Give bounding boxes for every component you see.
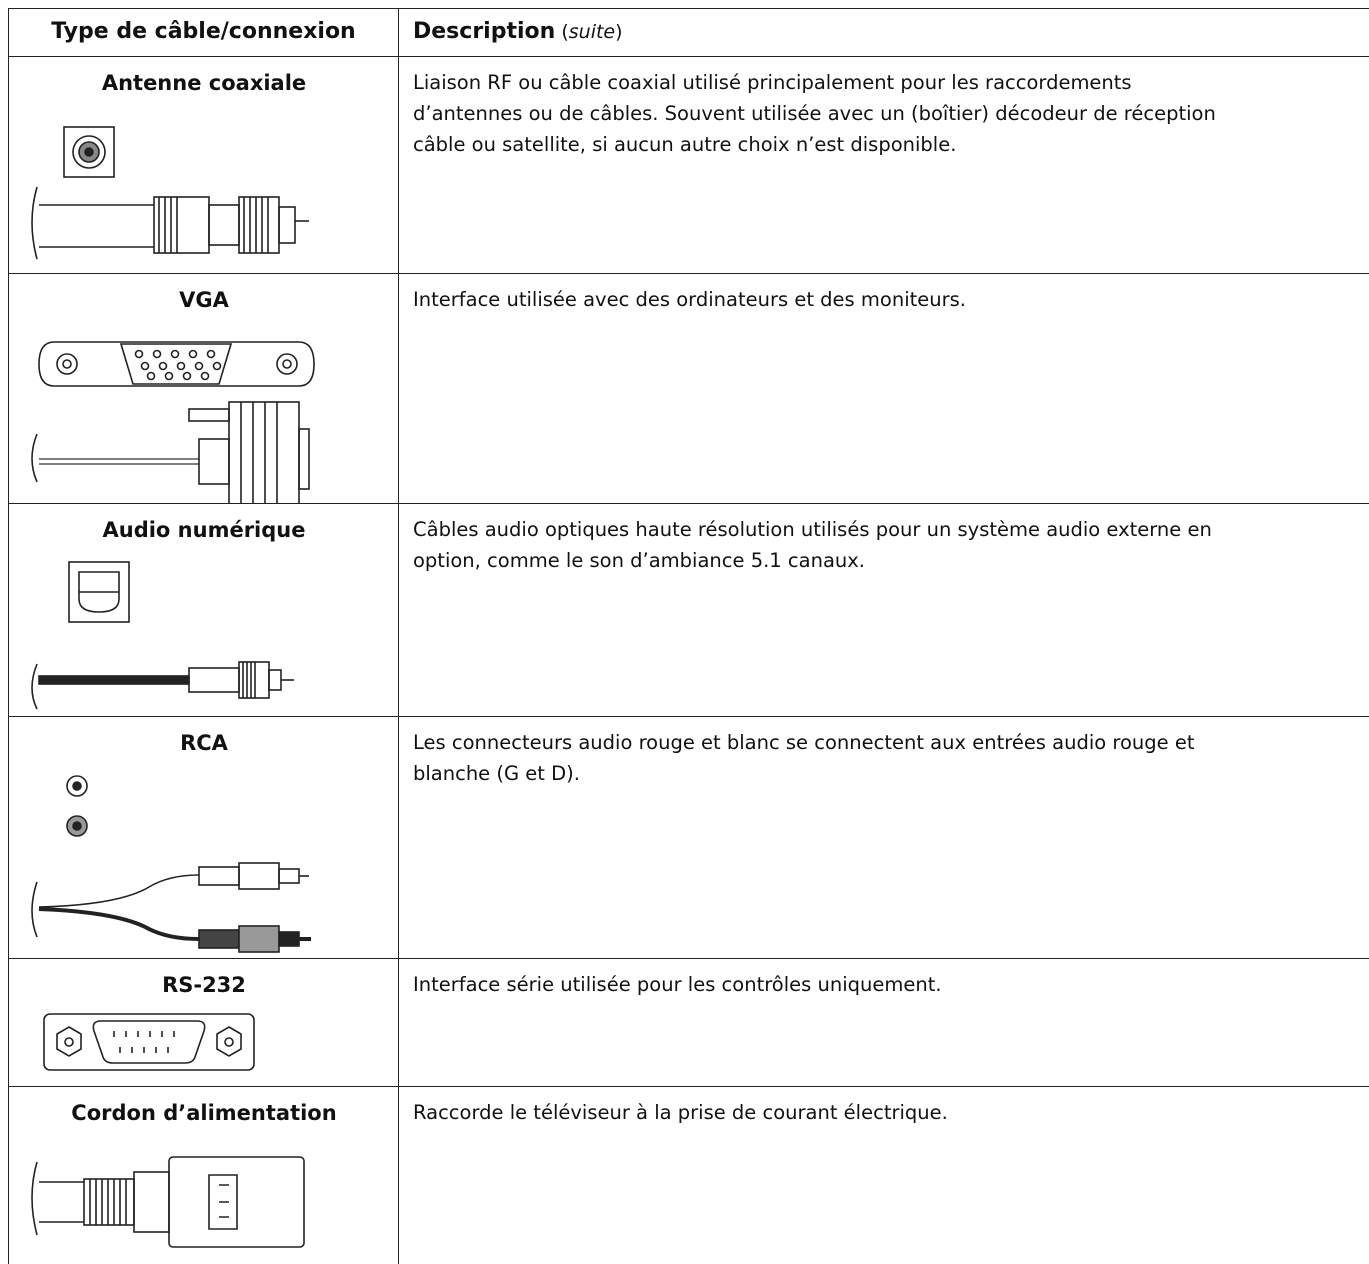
description-line: option, comme le son d’ambiance 5.1 cana… xyxy=(413,549,865,572)
description-cell: Interface série utilisée pour les contrô… xyxy=(398,958,1369,1087)
header-note: ) xyxy=(615,21,623,43)
description-cell: Les connecteurs audio rouge et blanc se … xyxy=(398,716,1369,959)
connection-name: Antenne coaxiale xyxy=(101,71,307,95)
type-cell: RS-232 xyxy=(8,958,399,1087)
description-line: Interface série utilisée pour les contrô… xyxy=(413,973,942,996)
header-cell: Description (suite) xyxy=(398,8,1369,57)
type-cell: RCA xyxy=(8,716,399,959)
connection-name: RS-232 xyxy=(162,973,246,997)
rs232-illustration xyxy=(43,1013,255,1071)
coax-illustration xyxy=(31,126,309,260)
connection-name: Cordon d’alimentation xyxy=(71,1101,337,1125)
type-cell: Cordon d’alimentation xyxy=(8,1086,399,1264)
vga-illustration xyxy=(31,341,315,504)
description-line: Les connecteurs audio rouge et blanc se … xyxy=(413,731,1195,754)
description-line: Câbles audio optiques haute résolution u… xyxy=(413,518,1212,541)
connection-name: VGA xyxy=(179,288,229,312)
description-cell: Raccorde le téléviseur à la prise de cou… xyxy=(398,1086,1369,1264)
description-line: Raccorde le téléviseur à la prise de cou… xyxy=(413,1101,948,1124)
description-line: Liaison RF ou câble coaxial utilisé prin… xyxy=(413,71,1132,94)
description: Les connecteurs audio rouge et blanc se … xyxy=(413,727,1195,789)
description: Liaison RF ou câble coaxial utilisé prin… xyxy=(413,67,1216,160)
description: Raccorde le téléviseur à la prise de cou… xyxy=(413,1097,948,1128)
type-cell: VGA xyxy=(8,273,399,504)
type-cell: Antenne coaxiale xyxy=(8,56,399,274)
description: Interface série utilisée pour les contrô… xyxy=(413,969,942,1000)
description-cell: Liaison RF ou câble coaxial utilisé prin… xyxy=(398,56,1369,274)
rca-illustration xyxy=(31,775,311,953)
description: Câbles audio optiques haute résolution u… xyxy=(413,514,1212,576)
description-line: blanche (G et D). xyxy=(413,762,580,785)
header-note: suite xyxy=(568,21,616,43)
description: Interface utilisée avec des ordinateurs … xyxy=(413,284,966,315)
connection-name: Audio numérique xyxy=(102,518,306,542)
header-cell: Type de câble/connexion xyxy=(8,8,399,57)
description-cell: Interface utilisée avec des ordinateurs … xyxy=(398,273,1369,504)
header-note: ( xyxy=(555,21,569,43)
description-line: câble ou satellite, si aucun autre choix… xyxy=(413,133,957,156)
description-line: Interface utilisée avec des ordinateurs … xyxy=(413,288,966,311)
connection-name: RCA xyxy=(180,731,228,755)
header-text: Type de câble/connexion xyxy=(51,19,356,44)
type-cell: Audio numérique xyxy=(8,503,399,717)
description-cell: Câbles audio optiques haute résolution u… xyxy=(398,503,1369,717)
optical-illustration xyxy=(31,561,294,710)
description-line: d’antennes ou de câbles. Souvent utilisé… xyxy=(413,102,1216,125)
header-text: Description xyxy=(413,19,556,44)
power-cord-illustration xyxy=(31,1156,305,1248)
